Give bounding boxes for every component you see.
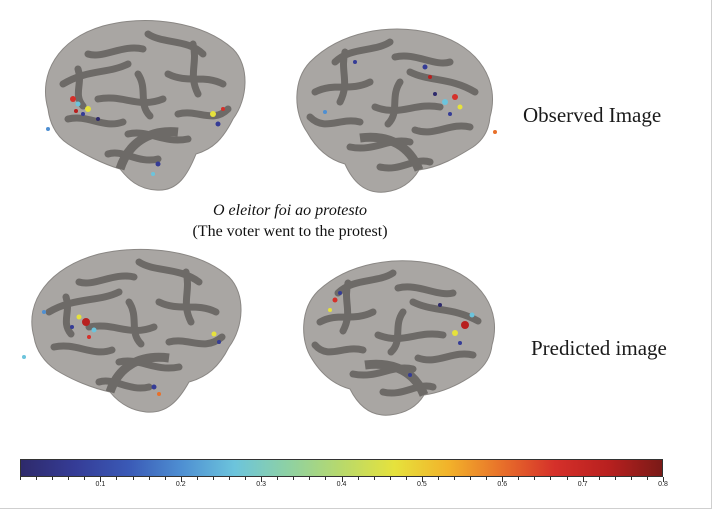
brain-predicted-left	[22, 249, 242, 413]
colorbar-tick-label: 0.2	[175, 481, 186, 488]
label-observed-image: Observed Image	[523, 103, 662, 127]
colorbar-major-tick	[502, 477, 504, 482]
stimulus-sentence: O eleitor foi ao protesto (The voter wen…	[160, 200, 420, 242]
colorbar-tick-label: 0.5	[417, 481, 427, 488]
brain-observed-right	[296, 28, 497, 193]
activation-spots	[22, 310, 221, 396]
colorbar-minor-tick	[646, 477, 648, 480]
colorbar-minor-tick	[614, 477, 616, 480]
colorbar-tick-label: 0.8	[658, 481, 668, 488]
colorbar-minor-tick	[277, 477, 279, 480]
colorbar-minor-tick	[598, 477, 600, 480]
colorbar-minor-tick	[228, 477, 230, 480]
colorbar-minor-tick	[405, 477, 407, 480]
colorbar-minor-tick	[116, 477, 118, 480]
colorbar-minor-tick	[212, 477, 214, 480]
colorbar-major-tick	[180, 477, 182, 482]
colorbar-minor-tick	[534, 477, 536, 480]
colorbar-minor-tick	[36, 477, 38, 480]
colorbar-minor-tick	[325, 477, 327, 480]
activation-spots	[323, 60, 497, 134]
colorbar-minor-tick	[357, 477, 359, 480]
colorbar-minor-tick	[84, 477, 86, 480]
colorbar-minor-tick	[518, 477, 520, 480]
colorbar-ticks	[20, 477, 664, 483]
colorbar-tick-label: 0.4	[336, 481, 347, 488]
colorbar-major-tick	[261, 477, 263, 482]
colorbar-major-tick	[421, 477, 423, 482]
colorbar-minor-tick	[132, 477, 134, 480]
activation-spots	[46, 96, 225, 176]
colorbar-minor-tick	[245, 477, 247, 480]
colorbar-minor-tick	[20, 477, 21, 480]
colorbar-minor-tick	[52, 477, 54, 480]
brain-predicted-right	[303, 260, 496, 416]
activation-spots	[328, 291, 475, 377]
colorbar-minor-tick	[437, 477, 439, 480]
colorbar-major-tick	[100, 477, 102, 482]
colorbar-minor-tick	[630, 477, 632, 480]
colorbar-minor-tick	[566, 477, 568, 480]
colorbar-minor-tick	[389, 477, 391, 480]
sentence-english: (The voter went to the protest)	[192, 223, 388, 240]
label-predicted-image: Predicted image	[531, 336, 667, 360]
colorbar-minor-tick	[293, 477, 295, 480]
figure-frame	[0, 0, 712, 509]
colorbar-minor-tick	[68, 477, 70, 480]
colorbar-minor-tick	[454, 477, 456, 480]
colorbar-minor-tick	[164, 477, 166, 480]
colorbar-tick-label: 0.6	[497, 481, 508, 488]
colorbar	[20, 459, 663, 477]
colorbar-major-tick	[341, 477, 343, 482]
colorbar-minor-tick	[196, 477, 198, 480]
colorbar-minor-tick	[470, 477, 472, 480]
colorbar-tick-label: 0.1	[95, 481, 106, 488]
sentence-portuguese: O eleitor foi ao protesto	[212, 202, 368, 219]
colorbar-tick-label: 0.3	[256, 481, 266, 488]
colorbar-minor-tick	[373, 477, 375, 480]
colorbar-minor-tick	[550, 477, 552, 480]
colorbar-minor-tick	[486, 477, 488, 480]
colorbar-major-tick	[582, 477, 584, 482]
colorbar-major-tick	[663, 477, 664, 482]
brain-observed-left	[44, 20, 246, 191]
colorbar-tick-label: 0.7	[577, 481, 588, 488]
colorbar-minor-tick	[309, 477, 311, 480]
colorbar-minor-tick	[148, 477, 150, 480]
